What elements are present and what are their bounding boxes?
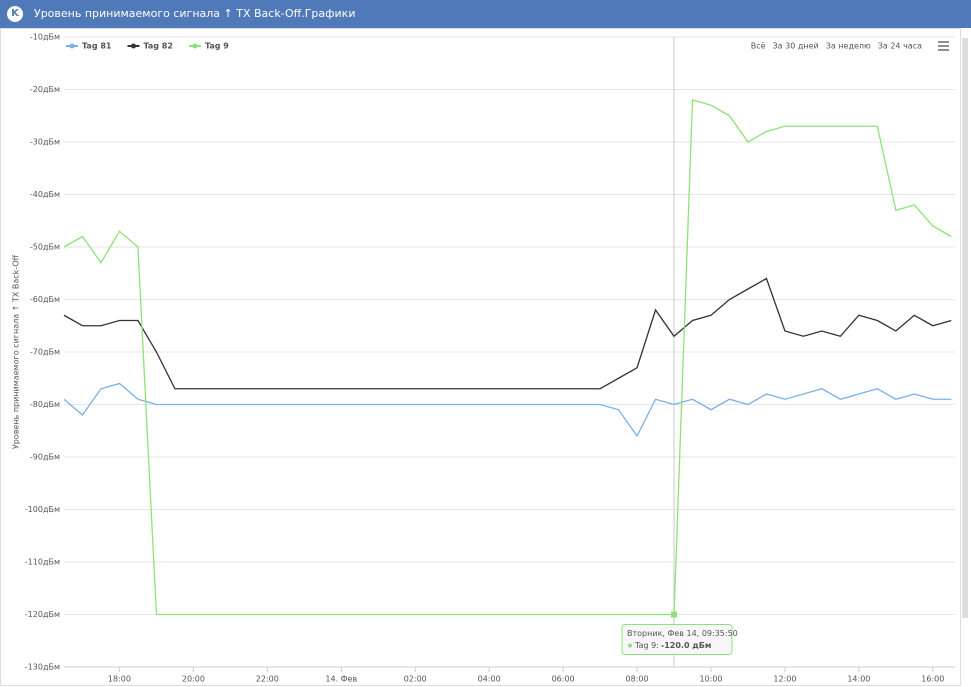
y-tick-label: -40дБм xyxy=(30,190,60,199)
legend-marker xyxy=(130,43,136,49)
x-tick-label: 06:00 xyxy=(552,675,575,684)
y-tick-label: -60дБм xyxy=(30,295,60,304)
tooltip: Вторник, Фев 14, 09:35:50 Tag 9: -120.0 дБ… xyxy=(621,624,738,655)
header-title: Уровень принимаемого сигнала ↑ TX Back-O… xyxy=(34,7,356,20)
y-tick-label: -130дБм xyxy=(25,663,60,672)
x-tick-label: 10:00 xyxy=(699,675,722,684)
legend-label: Tag 9 xyxy=(205,42,229,51)
tooltip-box xyxy=(621,624,733,655)
y-tick-label: -10дБм xyxy=(30,33,60,42)
menu-button[interactable] xyxy=(938,41,949,51)
x-tick-label: 14. Фев xyxy=(325,675,357,684)
x-tick-label: 12:00 xyxy=(773,675,796,684)
scrollbar[interactable] xyxy=(962,38,968,618)
y-tick-label: -80дБм xyxy=(30,400,60,409)
x-tick-label: 02:00 xyxy=(404,675,427,684)
tooltip-title: Вторник, Фев 14, 09:35:50 xyxy=(627,629,738,638)
x-tick-label: 14:00 xyxy=(847,675,870,684)
range-button[interactable]: За неделю xyxy=(826,42,871,51)
back-icon[interactable]: K xyxy=(7,6,23,22)
legend-marker xyxy=(192,43,198,49)
series-line xyxy=(63,277,952,390)
range-button[interactable]: За 30 дней xyxy=(773,42,819,51)
y-tick-label: -30дБм xyxy=(30,138,60,147)
legend-label: Tag 82 xyxy=(143,42,172,51)
x-tick-label: 22:00 xyxy=(256,675,279,684)
y-tick-label: -20дБм xyxy=(30,85,60,94)
x-tick-label: 20:00 xyxy=(182,675,205,684)
chart-border xyxy=(0,28,961,686)
legend-marker xyxy=(69,43,75,49)
y-tick-label: -50дБм xyxy=(30,243,60,252)
y-tick-label: -100дБм xyxy=(25,505,60,514)
series-line xyxy=(63,99,952,616)
x-tick-label: 08:00 xyxy=(626,675,649,684)
series-line xyxy=(63,382,952,438)
chart: -10дБм -20дБм -30дБм -40дБм -50дБм -60дБм -70д… xyxy=(0,28,968,686)
x-tick-label: 16:00 xyxy=(921,675,944,684)
range-button[interactable]: Всё xyxy=(751,42,766,51)
range-button[interactable]: За 24 часа xyxy=(878,42,922,51)
legend-item[interactable]: Tag 81 xyxy=(66,42,112,51)
y-tick-label: -120дБм xyxy=(25,610,60,619)
y-tick-label: -110дБм xyxy=(25,558,60,567)
y-tick-label: -90дБм xyxy=(30,453,60,462)
legend-item[interactable]: Tag 82 xyxy=(127,42,173,51)
tooltip-series: Tag 9: xyxy=(634,641,659,650)
y-tick-label: -70дБм xyxy=(30,348,60,357)
x-tick-label: 04:00 xyxy=(478,675,501,684)
legend-item[interactable]: Tag 9 xyxy=(188,42,229,51)
tooltip-marker xyxy=(628,643,633,648)
x-tick-label: 18:00 xyxy=(108,675,131,684)
highlight-point xyxy=(671,611,678,618)
tooltip-value: -120.0 дБм xyxy=(661,641,712,650)
y-axis-title: Уровень принимаемого сигнала ↑ TX Back-O… xyxy=(12,254,21,449)
legend-label: Tag 81 xyxy=(82,42,112,51)
header: K Уровень принимаемого сигнала ↑ TX Back… xyxy=(0,0,971,28)
